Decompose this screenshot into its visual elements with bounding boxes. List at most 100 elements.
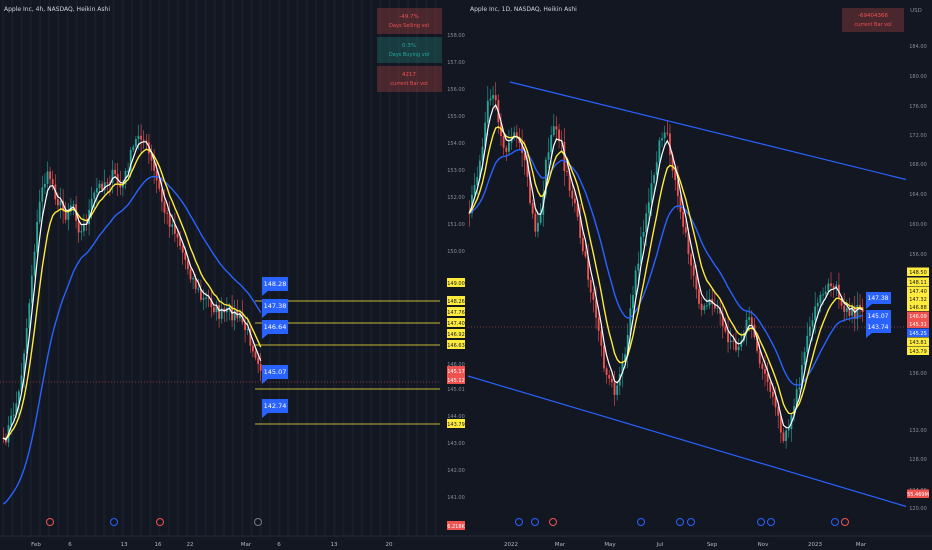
- right-candle[interactable]: [663, 132, 666, 139]
- right-chart-1d[interactable]: 147.38 145.07 143.74 -69404366 current Bar …: [467, 6, 909, 508]
- right-candle[interactable]: [845, 308, 848, 312]
- right-candle[interactable]: [547, 152, 550, 160]
- right-candle[interactable]: [473, 184, 476, 195]
- right-time-tick[interactable]: Sep: [707, 542, 718, 548]
- left-time-tick[interactable]: 22: [187, 542, 194, 548]
- left-candle[interactable]: [127, 170, 130, 172]
- right-axis-label[interactable]: 184.00: [909, 44, 927, 50]
- right-candle[interactable]: [484, 122, 487, 147]
- left-candle[interactable]: [194, 278, 197, 289]
- right-candle[interactable]: [653, 175, 656, 184]
- right-candle[interactable]: [531, 202, 534, 214]
- left-price-tag[interactable]: 145.07: [262, 365, 288, 384]
- right-candle[interactable]: [558, 129, 561, 142]
- left-candle[interactable]: [36, 221, 39, 252]
- left-axis-label[interactable]: 148.26: [447, 299, 465, 305]
- right-candle[interactable]: [666, 132, 669, 134]
- right-candle[interactable]: [568, 171, 571, 191]
- event-marker-icon[interactable]: [549, 518, 557, 526]
- right-candle[interactable]: [848, 308, 851, 316]
- right-candle[interactable]: [661, 138, 663, 141]
- right-candle[interactable]: [621, 362, 624, 375]
- right-candle[interactable]: [727, 331, 729, 343]
- left-candle[interactable]: [205, 297, 208, 299]
- right-candle[interactable]: [507, 142, 510, 152]
- right-candle[interactable]: [808, 326, 811, 336]
- event-marker-icon[interactable]: [254, 518, 262, 526]
- left-candle[interactable]: [30, 275, 33, 304]
- left-candle[interactable]: [228, 306, 231, 308]
- right-axis-label[interactable]: 172.00: [909, 133, 927, 139]
- right-price-tag-box[interactable]: [866, 321, 891, 338]
- right-candle[interactable]: [811, 320, 814, 327]
- right-candle[interactable]: [624, 354, 627, 363]
- right-candle[interactable]: [737, 346, 740, 351]
- left-candle[interactable]: [251, 345, 254, 352]
- right-axis-label[interactable]: 143.79: [909, 349, 927, 355]
- right-axis-label[interactable]: 128.00: [909, 457, 927, 463]
- left-candle[interactable]: [93, 192, 96, 199]
- left-candle[interactable]: [12, 414, 15, 416]
- left-candle[interactable]: [257, 357, 260, 365]
- right-price-tag-box[interactable]: [866, 292, 891, 309]
- right-candle[interactable]: [716, 307, 719, 309]
- left-axis-label[interactable]: 143.00: [447, 441, 465, 447]
- right-candle[interactable]: [537, 222, 539, 232]
- left-candle[interactable]: [56, 199, 59, 206]
- right-candle[interactable]: [563, 141, 566, 172]
- right-axis-label[interactable]: 164.00: [909, 192, 927, 198]
- right-candle[interactable]: [859, 304, 861, 308]
- left-time-tick[interactable]: 6: [277, 542, 281, 548]
- left-time-tick[interactable]: Feb: [31, 542, 41, 548]
- right-axis-label[interactable]: 136.00: [909, 371, 927, 377]
- left-axis-label[interactable]: 153.00: [447, 168, 465, 174]
- left-candle[interactable]: [23, 353, 26, 376]
- right-candle[interactable]: [795, 389, 798, 407]
- left-price-tag-box[interactable]: [262, 277, 288, 296]
- left-axis-label[interactable]: 156.00: [447, 87, 465, 93]
- right-candle[interactable]: [605, 368, 608, 375]
- left-candle[interactable]: [137, 135, 140, 139]
- right-candle[interactable]: [724, 326, 727, 332]
- left-axis-label[interactable]: 143.79: [447, 422, 465, 428]
- right-candle[interactable]: [708, 299, 711, 306]
- right-candle[interactable]: [729, 340, 732, 343]
- right-axis-label[interactable]: 147.32: [909, 297, 927, 303]
- left-candle[interactable]: [189, 269, 192, 280]
- right-candle[interactable]: [600, 330, 603, 346]
- right-candle[interactable]: [679, 196, 682, 212]
- right-price-axis[interactable]: USD 184.00 180.00 176.00 172.00 168.00 164.00 1…: [906, 0, 932, 550]
- right-candle[interactable]: [481, 146, 484, 161]
- right-candle[interactable]: [658, 140, 661, 163]
- right-candle[interactable]: [534, 213, 537, 232]
- right-candle[interactable]: [748, 317, 751, 320]
- right-candle[interactable]: [856, 304, 859, 319]
- left-candle[interactable]: [132, 146, 135, 151]
- right-candle[interactable]: [774, 396, 777, 408]
- right-candle[interactable]: [806, 335, 809, 353]
- event-marker-icon[interactable]: [676, 518, 684, 526]
- left-candle[interactable]: [95, 188, 98, 193]
- left-axis-label[interactable]: 146.00: [447, 362, 465, 368]
- right-candle[interactable]: [719, 307, 722, 314]
- left-axis-label[interactable]: 150.00: [447, 249, 465, 255]
- left-candle[interactable]: [64, 211, 67, 220]
- right-candle[interactable]: [676, 180, 679, 197]
- right-candle[interactable]: [655, 162, 658, 176]
- right-candle[interactable]: [515, 132, 518, 138]
- left-candle[interactable]: [10, 415, 13, 426]
- left-candle[interactable]: [33, 251, 36, 276]
- right-candle[interactable]: [758, 350, 761, 364]
- right-candle[interactable]: [587, 256, 590, 280]
- right-axis-label[interactable]: 120.00: [909, 506, 927, 512]
- left-candle[interactable]: [181, 245, 184, 253]
- left-price-tag-box[interactable]: [262, 399, 288, 418]
- right-candle[interactable]: [816, 302, 819, 307]
- right-candle[interactable]: [576, 203, 579, 217]
- left-candle[interactable]: [259, 364, 262, 371]
- right-axis-label[interactable]: 146.09: [909, 314, 927, 320]
- right-price-tag[interactable]: 147.38: [866, 292, 891, 309]
- left-candle[interactable]: [98, 183, 101, 189]
- left-candle[interactable]: [20, 375, 23, 392]
